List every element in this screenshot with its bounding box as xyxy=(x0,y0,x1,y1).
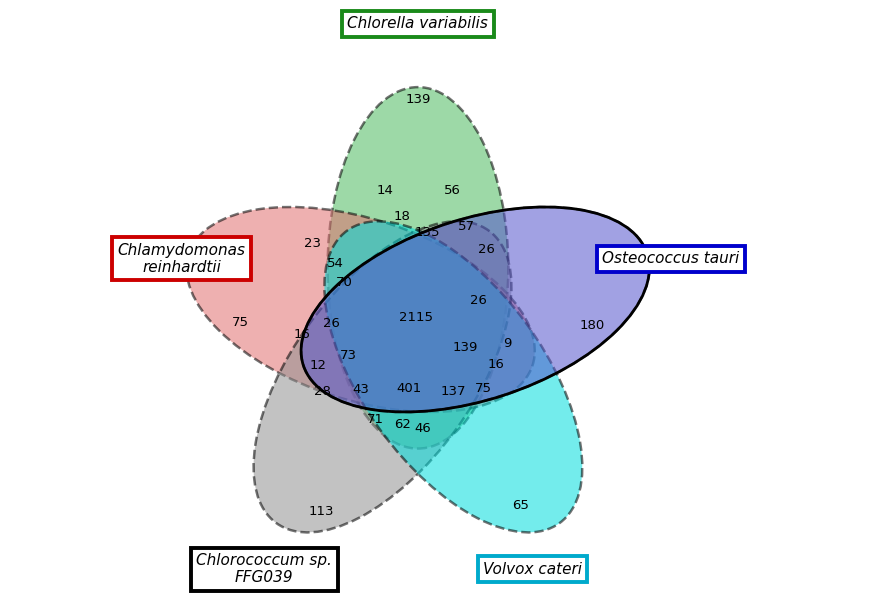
Text: Osteococcus tauri: Osteococcus tauri xyxy=(603,251,739,266)
Ellipse shape xyxy=(324,221,582,533)
Text: 180: 180 xyxy=(580,319,605,331)
Text: 26: 26 xyxy=(470,294,487,308)
Text: 75: 75 xyxy=(474,382,492,395)
Text: 26: 26 xyxy=(478,243,495,257)
Text: 12: 12 xyxy=(310,359,326,372)
Text: 18: 18 xyxy=(393,210,410,223)
Text: 43: 43 xyxy=(352,383,369,396)
Text: 113: 113 xyxy=(309,505,334,519)
Text: 16: 16 xyxy=(487,358,505,371)
Text: 16: 16 xyxy=(294,328,310,340)
Text: 139: 139 xyxy=(453,341,478,354)
Ellipse shape xyxy=(301,207,650,412)
Text: 26: 26 xyxy=(324,317,340,330)
Text: Chlorococcum sp.
FFG039: Chlorococcum sp. FFG039 xyxy=(196,553,332,586)
Text: 54: 54 xyxy=(327,257,344,269)
Ellipse shape xyxy=(328,87,508,449)
Text: 71: 71 xyxy=(367,413,385,426)
Text: 14: 14 xyxy=(377,184,393,197)
Text: 139: 139 xyxy=(405,92,431,106)
Text: 23: 23 xyxy=(304,237,321,250)
Text: 56: 56 xyxy=(445,184,461,197)
Text: 135: 135 xyxy=(414,226,439,240)
Text: 65: 65 xyxy=(512,499,528,513)
Text: 9: 9 xyxy=(503,337,511,350)
Text: 46: 46 xyxy=(414,422,431,435)
Text: 62: 62 xyxy=(394,418,412,431)
Text: 401: 401 xyxy=(397,382,422,395)
Text: Chlamydomonas
reinhardtii: Chlamydomonas reinhardtii xyxy=(118,243,246,275)
Text: Volvox cateri: Volvox cateri xyxy=(483,562,582,576)
Text: 28: 28 xyxy=(314,385,331,398)
Text: Chlorella variabilis: Chlorella variabilis xyxy=(347,16,488,32)
Text: 70: 70 xyxy=(336,277,353,289)
Text: 73: 73 xyxy=(340,349,358,362)
Text: 2115: 2115 xyxy=(399,311,433,323)
Ellipse shape xyxy=(254,221,512,533)
Text: 137: 137 xyxy=(440,385,466,398)
Text: 57: 57 xyxy=(458,220,475,233)
Ellipse shape xyxy=(187,207,535,412)
Text: 75: 75 xyxy=(232,316,249,328)
